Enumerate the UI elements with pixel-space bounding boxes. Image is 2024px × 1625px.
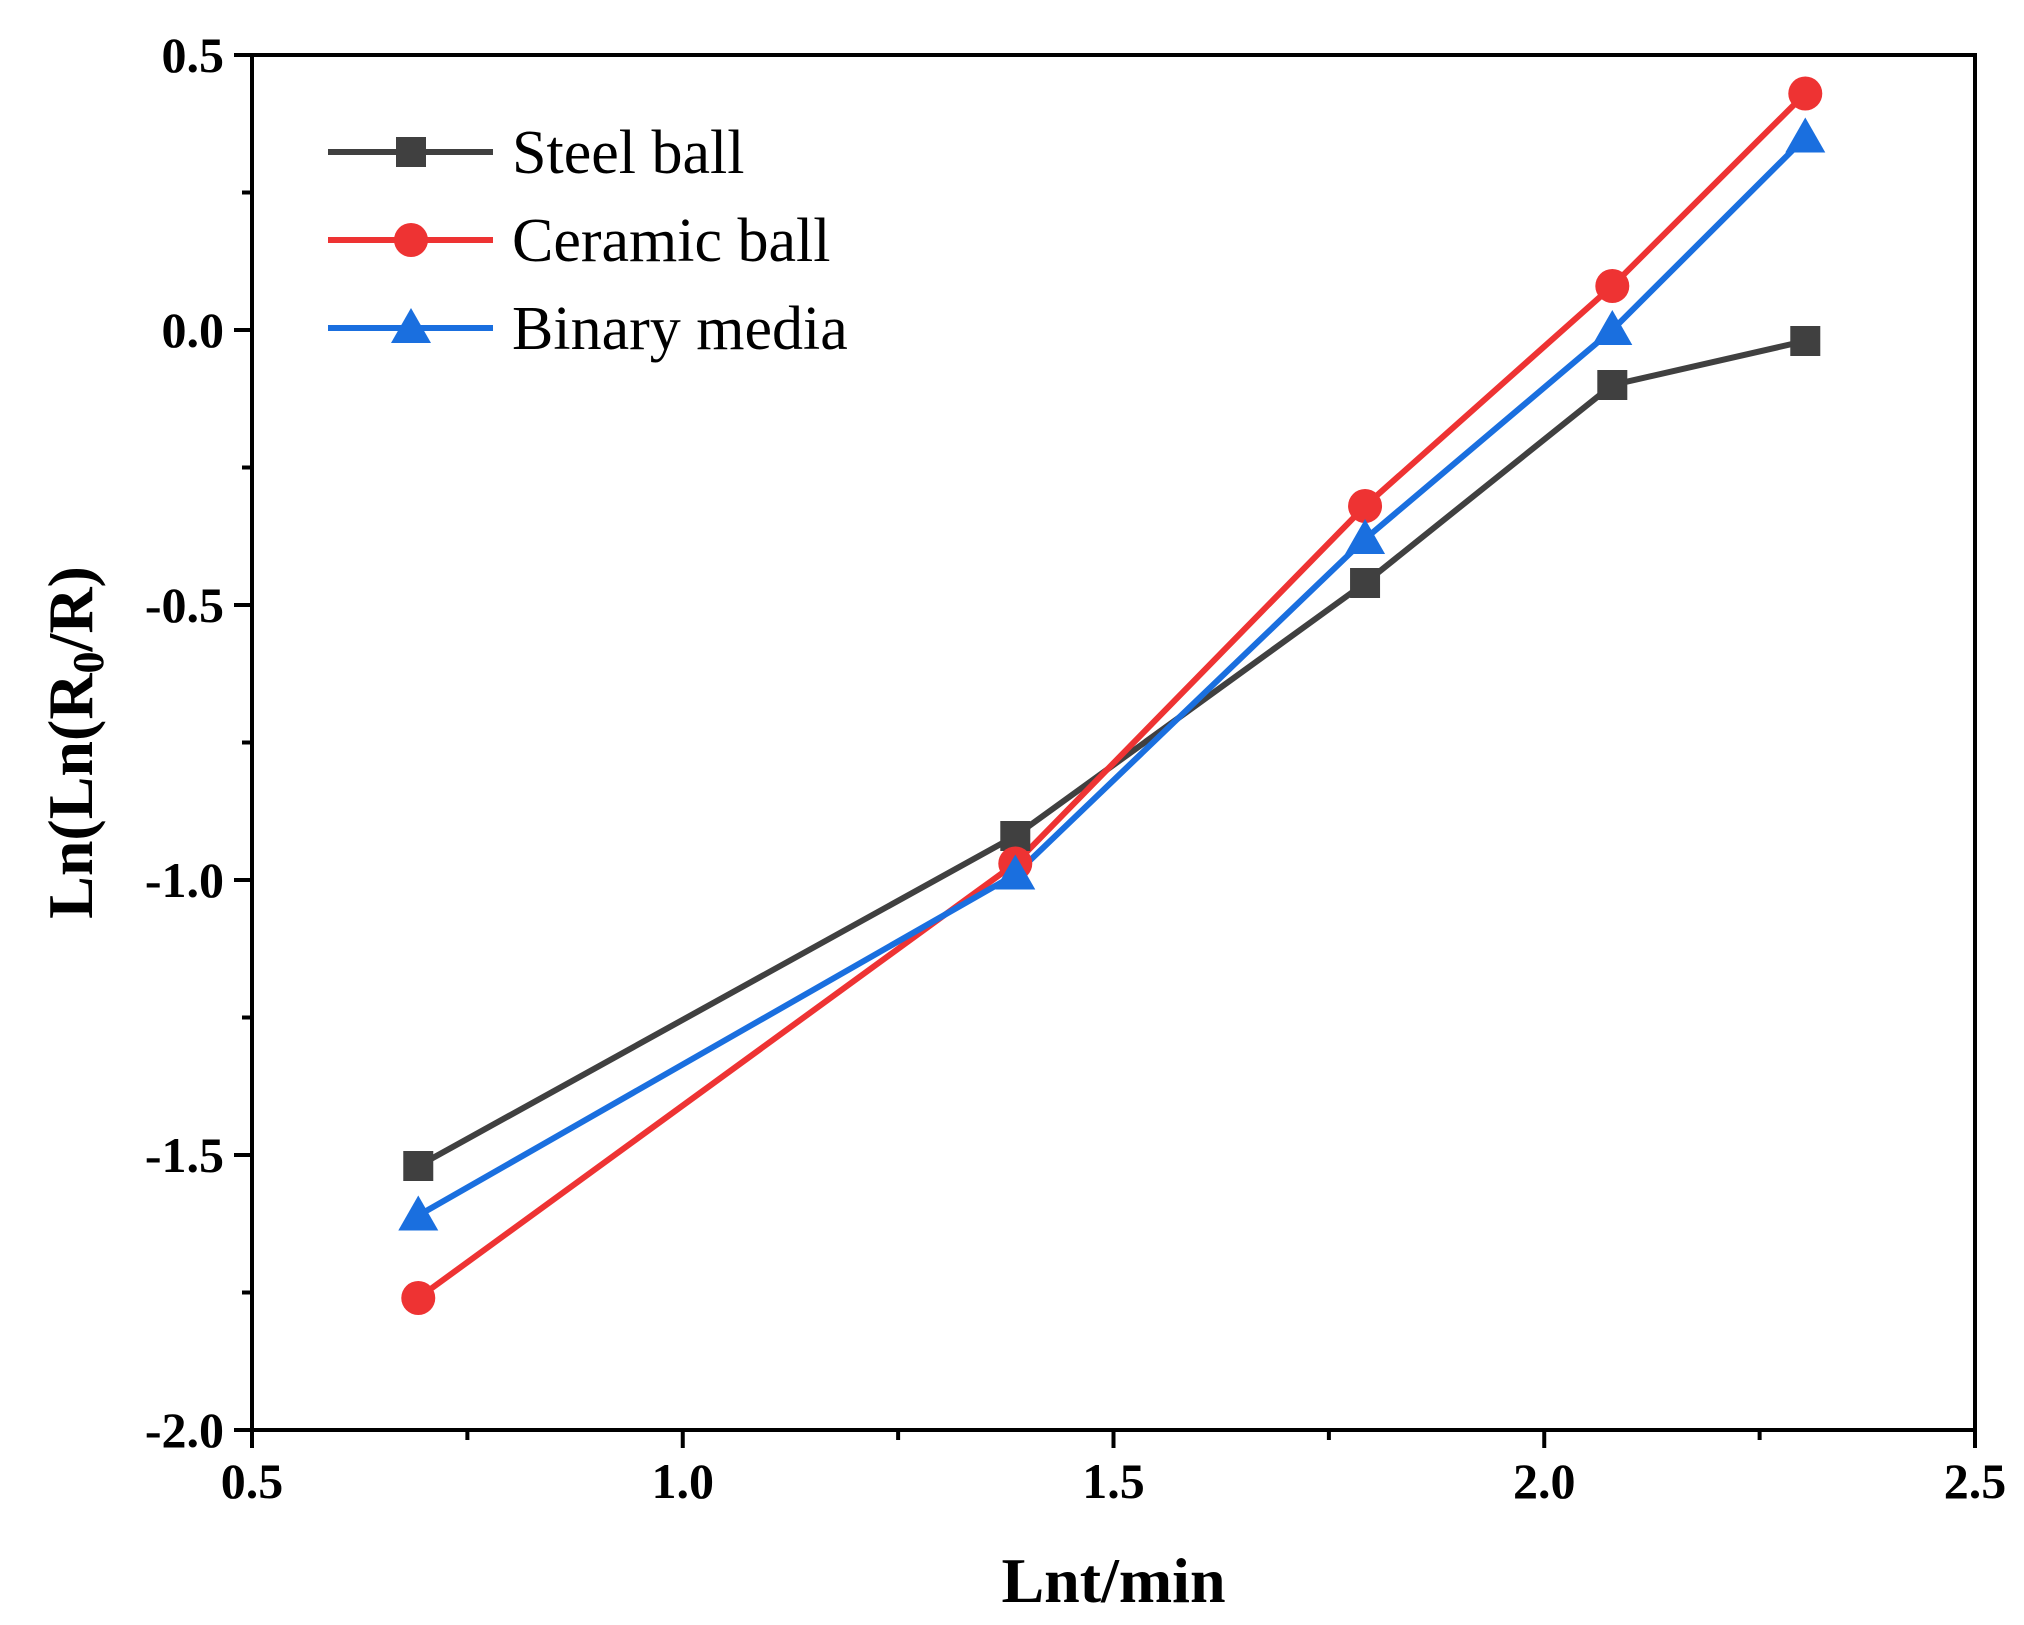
x-tick-label-2: 1.5: [1082, 1453, 1145, 1509]
legend-marker-1: [394, 223, 428, 257]
x-axis-title: Lnt/min: [1001, 1545, 1225, 1616]
y-tick-label-2: -0.5: [145, 577, 224, 633]
legend-label-2: Binary media: [512, 295, 848, 363]
legend-label-1: Ceramic ball: [512, 207, 830, 275]
series-line-0: [416, 338, 1806, 1169]
legend-marker-2: [391, 308, 431, 343]
legend-label-0: Steel ball: [512, 119, 744, 187]
x-tick-label-4: 2.5: [1944, 1453, 2007, 1509]
series-1-point-0: [401, 1281, 436, 1315]
series-2-point-2: [1345, 519, 1386, 554]
x-tick-label-3: 2.0: [1513, 1453, 1576, 1509]
y-axis-title: Ln(Ln(R0/R): [35, 566, 113, 919]
x-tick-labels: 0.5 1.0 1.5 2.0 2.5: [221, 1453, 2007, 1509]
y-tick-label-0: 0.5: [162, 27, 225, 83]
series-markers: [398, 76, 1826, 1315]
y-tick-label-1: 0.0: [162, 302, 225, 358]
y-tick-label-3: -1.0: [145, 852, 224, 908]
plot-frame: [250, 53, 1977, 1432]
y-axis-title-end: /R): [35, 566, 106, 652]
legend: Steel ball Ceramic ball Binary media: [328, 119, 848, 363]
series-1-point-4: [1788, 76, 1823, 111]
series-0-point-4: [1790, 326, 1821, 356]
x-tick-label-1: 1.0: [652, 1453, 715, 1509]
series-2-point-0: [398, 1195, 439, 1231]
y-axis-title-subscript: 0: [64, 651, 113, 673]
x-tick-label-0: 0.5: [221, 1453, 284, 1509]
y-tick-labels: 0.5 0.0 -0.5 -1.0 -1.5 -2.0: [145, 27, 224, 1458]
y-axis-title-main: Ln(Ln(R: [35, 673, 106, 919]
series-0-point-1: [1000, 821, 1031, 851]
series-1-point-3: [1595, 269, 1630, 303]
series-2-point-3: [1592, 310, 1633, 345]
series-0-point-0: [403, 1151, 434, 1181]
y-tick-label-4: -1.5: [145, 1127, 224, 1183]
series-2-point-1: [995, 854, 1036, 890]
series-2-point-4: [1785, 117, 1826, 153]
legend-marker-0: [396, 137, 426, 167]
series-0-point-3: [1597, 370, 1628, 400]
series-1-point-2: [1348, 489, 1383, 523]
series-0-point-2: [1350, 568, 1381, 598]
y-tick-label-5: -2.0: [145, 1402, 224, 1458]
